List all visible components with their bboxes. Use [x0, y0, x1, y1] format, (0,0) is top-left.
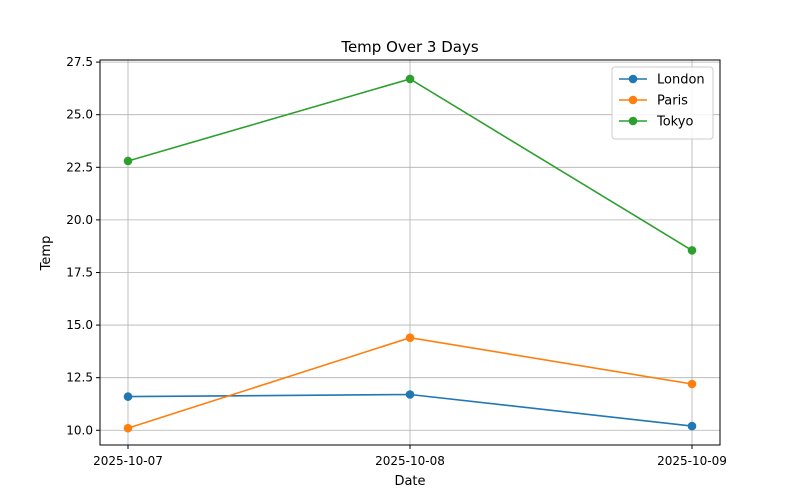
data-point-london [123, 392, 133, 401]
data-point-tokyo [687, 246, 697, 255]
series-group [123, 74, 697, 433]
data-point-tokyo [123, 156, 133, 166]
y-tick-label: 10.0 [66, 423, 93, 437]
x-tick-label: 2025-10-09 [657, 454, 727, 468]
data-point-tokyo [405, 74, 415, 84]
y-tick-label: 22.5 [66, 160, 93, 174]
legend-label-paris: Paris [657, 94, 688, 109]
legend-label-london: London [657, 73, 705, 88]
x-axis: 2025-10-07 2025-10-08 2025-10-09 [93, 445, 727, 468]
y-tick-label: 25.0 [66, 108, 93, 122]
legend-marker-paris [628, 95, 638, 105]
chart-title: Temp Over 3 Days [340, 38, 479, 56]
y-tick-label: 17.5 [66, 265, 93, 279]
legend: London Paris Tokyo [611, 66, 714, 140]
data-point-paris [405, 333, 415, 343]
y-axis-label: Temp [39, 236, 54, 272]
legend-marker-london [628, 74, 638, 84]
y-axis: 10.0 12.5 15.0 17.5 20.0 22.5 25.0 27.5 [66, 55, 100, 437]
data-point-paris [123, 423, 133, 433]
x-tick-label: 2025-10-08 [375, 454, 445, 468]
data-point-london [405, 390, 415, 399]
y-tick-label: 27.5 [66, 55, 93, 69]
legend-label-tokyo: Tokyo [656, 115, 693, 130]
legend-marker-tokyo [628, 116, 638, 126]
y-tick-label: 15.0 [66, 318, 93, 332]
data-point-london [687, 421, 697, 431]
data-point-paris [687, 379, 697, 389]
x-axis-label: Date [394, 474, 425, 489]
x-tick-label: 2025-10-07 [93, 454, 163, 468]
y-tick-label: 12.5 [66, 371, 93, 385]
y-tick-label: 20.0 [66, 213, 93, 227]
